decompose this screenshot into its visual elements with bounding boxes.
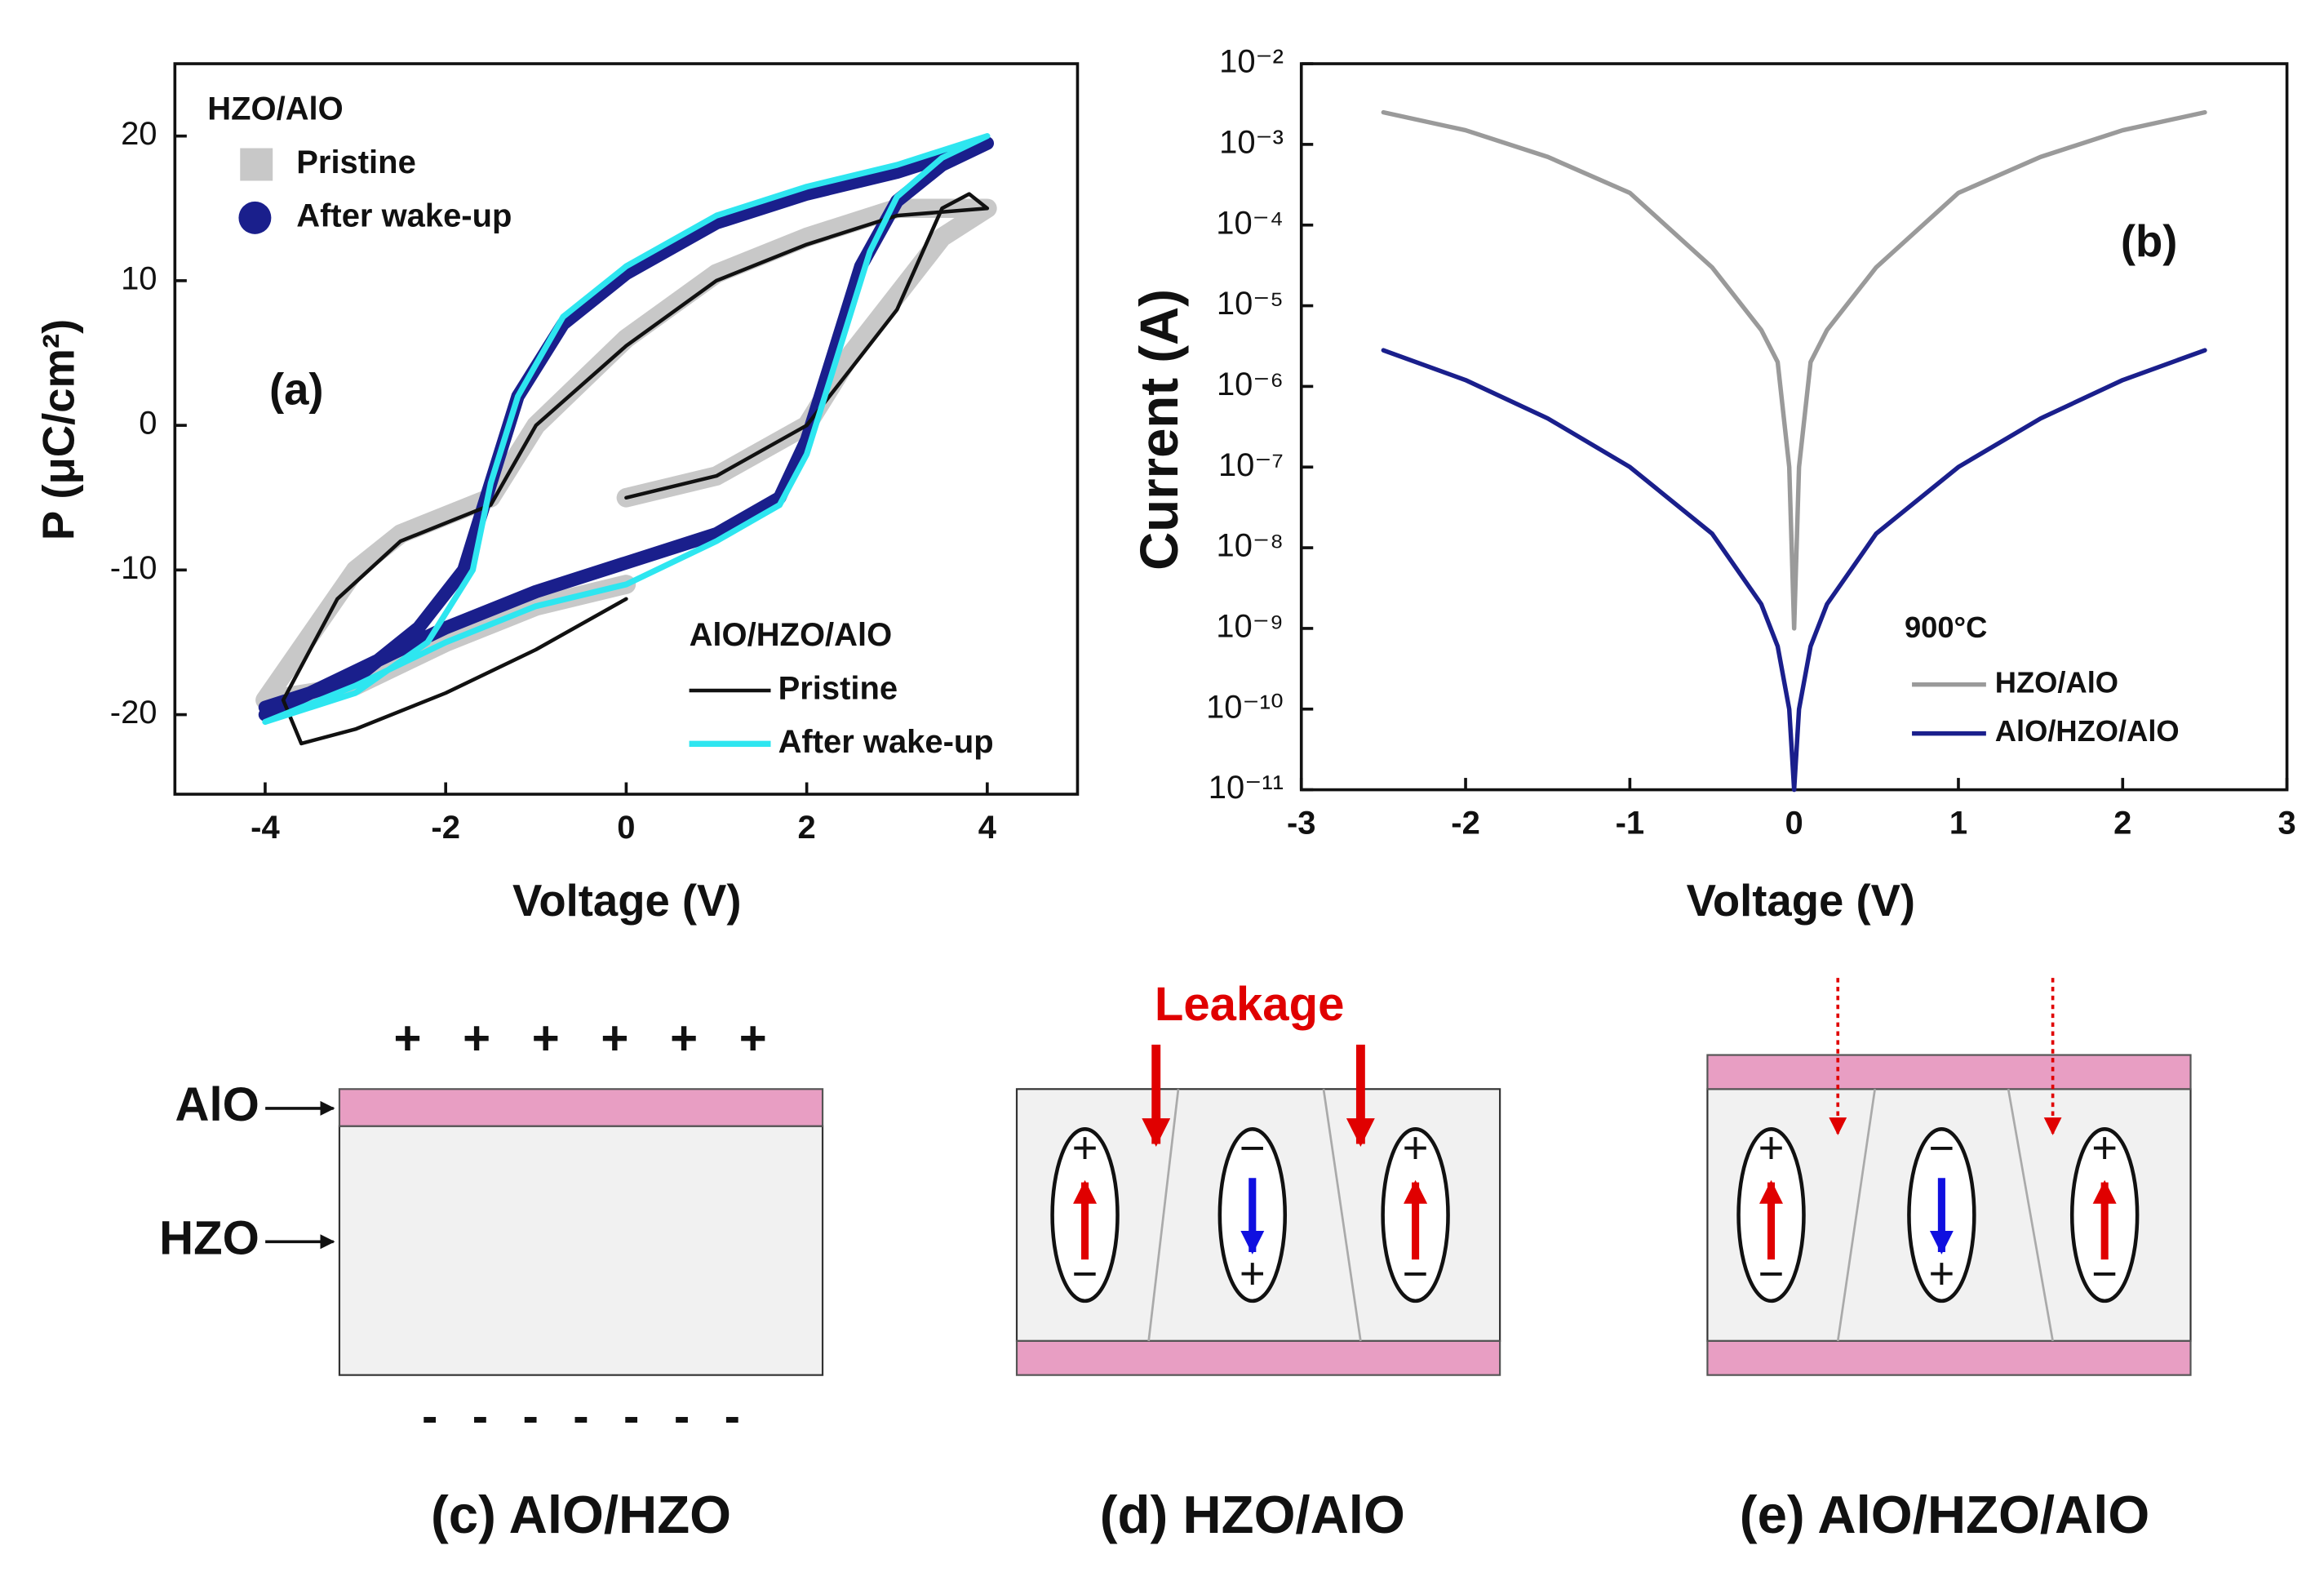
y-tick-label: 10⁻⁴: [1216, 205, 1284, 241]
y-tick-label: 10⁻³: [1219, 124, 1284, 160]
charge: +: [739, 1012, 767, 1065]
alo-layer: [338, 1088, 824, 1127]
legend-title: HZO/AlO: [207, 91, 343, 127]
x-tick-label: 0: [617, 810, 635, 846]
plot-frame: [1299, 62, 2289, 792]
domain-charge: +: [1928, 1249, 1954, 1299]
domain-charge: −: [1928, 1123, 1954, 1173]
alo-layer: [1706, 1339, 2192, 1376]
legend-label: After wake-up: [778, 724, 994, 760]
charge: +: [463, 1012, 490, 1065]
legend-title: 900°C: [1905, 611, 1987, 644]
caption: (d) HZO/AlO: [1100, 1485, 1405, 1544]
domain-charge: +: [1072, 1123, 1098, 1173]
iv-curve: [1381, 109, 2207, 631]
x-tick-label: 3: [2277, 806, 2295, 842]
y-tick-label: 10⁻¹¹: [1209, 770, 1284, 806]
charge: +: [670, 1012, 698, 1065]
charge: -: [674, 1389, 690, 1442]
charge: +: [601, 1012, 628, 1065]
legend-label: Pristine: [296, 144, 416, 180]
x-axis-title: Voltage (V): [512, 876, 742, 926]
x-tick-label: 2: [798, 810, 816, 846]
alo-layer: [1706, 1054, 2192, 1090]
panel-label: (a): [269, 364, 324, 414]
legend-title: AlO/HZO/AlO: [690, 617, 893, 653]
hzo-layer: [338, 1125, 824, 1376]
y-tick-label: 10⁻¹⁰: [1206, 689, 1284, 725]
y-tick-label: 10: [121, 260, 157, 296]
domain-charge: +: [1240, 1249, 1266, 1299]
x-tick-label: 0: [1785, 806, 1803, 842]
grain-boundary: [1147, 1089, 1180, 1342]
charge: +: [394, 1012, 422, 1065]
legend-label: AlO/HZO/AlO: [1995, 714, 2180, 748]
x-tick-label: 1: [1949, 806, 1967, 842]
y-tick-label: 10⁻⁶: [1217, 366, 1284, 402]
x-tick-label: -1: [1616, 806, 1645, 842]
iv-curve: [1381, 348, 2207, 793]
x-axis-title: Voltage (V): [1687, 876, 1916, 926]
y-axis-title: Current (A): [1129, 289, 1189, 571]
charge: -: [623, 1389, 639, 1442]
domain-charge: +: [2091, 1123, 2118, 1173]
grain-boundary: [1322, 1089, 1362, 1342]
caption: (e) AlO/HZO/AlO: [1740, 1485, 2149, 1544]
legend-marker: [238, 201, 272, 234]
y-tick-label: 10⁻⁹: [1216, 608, 1284, 644]
y-axis-title: P (μC/cm²): [34, 319, 84, 540]
charge: -: [725, 1389, 740, 1442]
legend-marker: [240, 148, 273, 181]
legend-label: Pristine: [778, 671, 898, 707]
y-tick-label: -20: [110, 695, 157, 731]
y-tick-label: 10⁻⁸: [1217, 528, 1284, 564]
x-tick-label: -2: [431, 810, 460, 846]
grain-boundary: [1836, 1089, 1877, 1342]
legend-label: HZO/AlO: [1995, 665, 2118, 699]
x-tick-label: -3: [1287, 806, 1316, 842]
charge: +: [532, 1012, 560, 1065]
alo-layer: [1015, 1339, 1501, 1376]
legend-label: After wake-up: [296, 198, 512, 233]
y-tick-label: -10: [110, 550, 157, 586]
domain-charge: +: [1403, 1123, 1429, 1173]
caption: (c) AlO/HZO: [431, 1485, 731, 1544]
domain-charge: −: [1240, 1123, 1266, 1173]
x-tick-label: -4: [251, 810, 280, 846]
leakage-label: Leakage: [1155, 978, 1345, 1031]
y-tick-label: 0: [139, 406, 157, 442]
loop-curve: [281, 192, 990, 746]
x-tick-label: 4: [978, 810, 996, 846]
charge: -: [573, 1389, 588, 1442]
loop-curve: [262, 133, 991, 726]
y-tick-label: 20: [121, 116, 157, 152]
layer-label: HZO: [159, 1212, 259, 1265]
x-tick-label: 2: [2113, 806, 2131, 842]
y-tick-label: 10⁻⁷: [1218, 447, 1284, 483]
layer-label: AlO: [175, 1078, 259, 1131]
x-tick-label: -2: [1451, 806, 1480, 842]
charge: -: [523, 1389, 539, 1442]
charge: -: [472, 1389, 488, 1442]
charge: -: [422, 1389, 437, 1442]
grain-boundary: [2007, 1089, 2054, 1342]
y-tick-label: 10⁻²: [1219, 44, 1284, 80]
domain-charge: +: [1759, 1123, 1785, 1173]
y-tick-label: 10⁻⁵: [1217, 286, 1284, 322]
panel-label: (b): [2121, 216, 2178, 266]
